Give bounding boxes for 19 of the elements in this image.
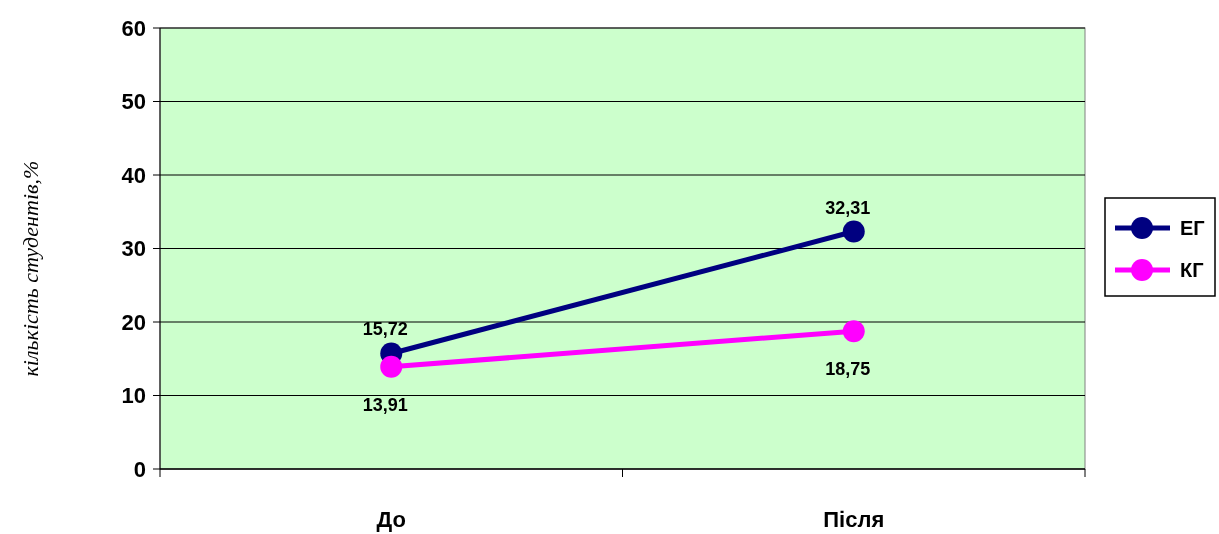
- y-axis-title: кількість студентів,%: [18, 160, 43, 377]
- x-tick-label: Після: [823, 507, 885, 532]
- y-tick-label: 40: [121, 162, 146, 188]
- point: [842, 220, 865, 243]
- y-tick-label: 30: [121, 236, 146, 262]
- data-label: 13,91: [362, 394, 408, 415]
- y-tick-label: 10: [121, 383, 146, 409]
- legend-label: КГ: [1180, 259, 1204, 281]
- point: [380, 355, 403, 378]
- x-tick-label: До: [376, 507, 406, 532]
- legend-label: ЕГ: [1180, 217, 1205, 239]
- y-tick-label: 50: [121, 89, 146, 115]
- y-tick-label: 0: [133, 456, 146, 482]
- y-tick-label: 60: [121, 15, 146, 41]
- point: [842, 320, 865, 343]
- data-label: 32,31: [825, 197, 871, 218]
- data-label: 15,72: [362, 319, 408, 340]
- y-tick-label: 20: [121, 309, 146, 335]
- data-label: 18,75: [825, 359, 871, 380]
